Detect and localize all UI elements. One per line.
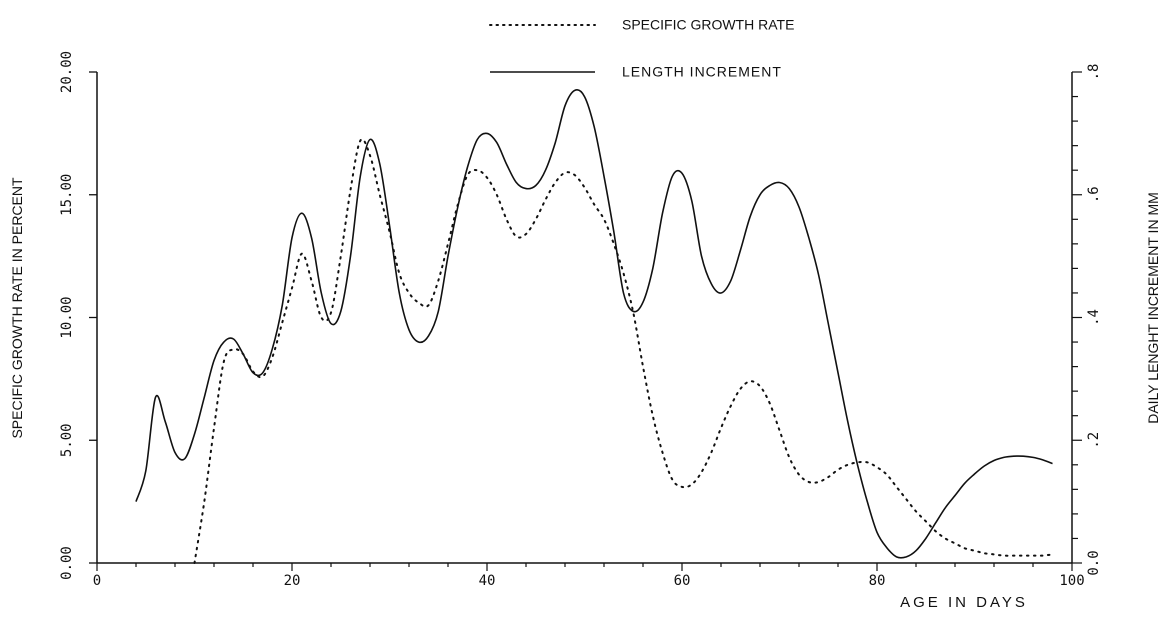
legend-label-length-increment: LENGTH INCREMENT xyxy=(622,64,782,80)
x-tick-label: 60 xyxy=(674,573,691,589)
series-specific-growth-rate-line xyxy=(193,138,1054,564)
x-tick-label: 20 xyxy=(284,573,301,589)
y2-tick-label: .4 xyxy=(1086,309,1102,326)
y-tick-label: 20.00 xyxy=(59,51,75,93)
x-tick-label: 0 xyxy=(93,573,101,589)
y2-tick-label: .6 xyxy=(1086,186,1102,203)
x-tick-label: 80 xyxy=(869,573,886,589)
ticks: 0.00 5.00 10.00 15.00 20.00 0.0 .2 .4 .6 .8 0 20 40 6… xyxy=(59,51,1102,589)
axes xyxy=(96,72,1073,564)
y-tick-label: 0.00 xyxy=(59,546,75,580)
x-tick-label: 100 xyxy=(1059,573,1084,589)
legend: SPECIFIC GROWTH RATE LENGTH INCREMENT xyxy=(489,17,794,80)
y-axis-title: SPECIFIC GROWTH RATE IN PERCENT xyxy=(9,177,25,439)
legend-label-growth-rate: SPECIFIC GROWTH RATE xyxy=(622,17,794,33)
y2-tick-label: .2 xyxy=(1086,432,1102,449)
y-tick-label: 15.00 xyxy=(59,174,75,216)
y2-axis-title: DAILY LENGHT INCREMENT IN MM xyxy=(1145,192,1161,424)
x-tick-label: 40 xyxy=(479,573,496,589)
y2-tick-label: 0.0 xyxy=(1086,550,1102,575)
x-axis-title: AGE IN DAYS xyxy=(900,594,1028,611)
series-layer xyxy=(135,89,1054,564)
y-tick-label: 5.00 xyxy=(59,423,75,457)
series-length-increment-line xyxy=(135,89,1053,559)
y2-tick-label: .8 xyxy=(1086,64,1102,81)
y-tick-label: 10.00 xyxy=(59,296,75,338)
